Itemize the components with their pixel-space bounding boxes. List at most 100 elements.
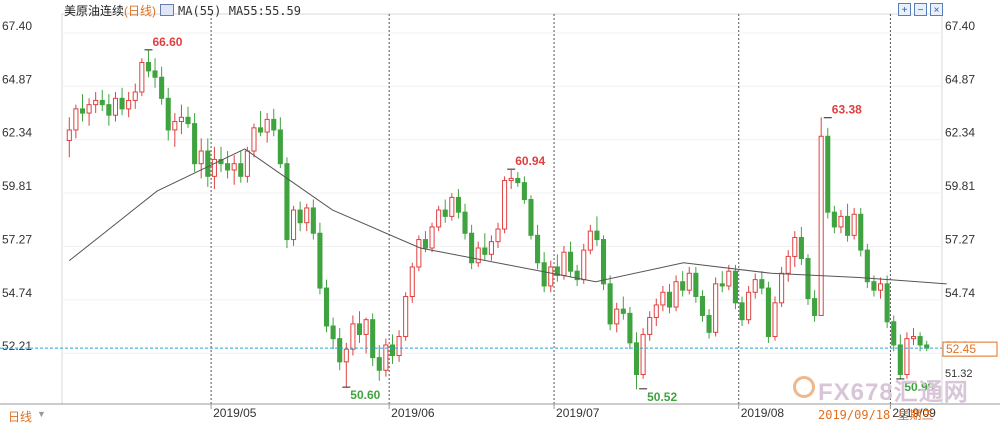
candle-body (904, 338, 910, 375)
candle-body (627, 312, 633, 344)
candle-body (86, 104, 92, 114)
annotation-label: 50.52 (647, 390, 677, 404)
candle-body (561, 251, 567, 276)
candle-body (178, 116, 184, 123)
chart-header: 美原油连续(日线) MA(55) MA55:55.59 (64, 2, 301, 19)
candle-body (502, 180, 508, 230)
candle-body (779, 272, 785, 304)
candle-body (686, 272, 692, 291)
candle-body (600, 239, 607, 285)
current-price-label: 52.45 (946, 342, 976, 356)
zoom-out-icon[interactable]: − (914, 3, 927, 16)
candle-body (264, 118, 270, 133)
candle-body (864, 249, 870, 283)
candle-body (891, 321, 897, 346)
toolbar: + − × (898, 3, 943, 16)
candle-body (422, 239, 428, 249)
annotation-label: 66.60 (152, 35, 182, 49)
candle-body (607, 283, 613, 325)
candle-body (79, 108, 86, 114)
y-axis-left: 67.40 64.87 62.34 59.81 57.27 54.74 52.21 (2, 19, 32, 353)
candle-body (119, 97, 125, 110)
y-tick-label: 67.40 (945, 19, 975, 33)
candle-body (192, 123, 198, 165)
candle-body (205, 150, 211, 177)
candle-body (805, 258, 811, 300)
candle-body (495, 228, 501, 243)
y-tick-label: 64.87 (2, 72, 32, 86)
candle-body (165, 97, 171, 131)
candle-body (548, 266, 554, 287)
candle-body (389, 344, 396, 357)
candle-body (106, 104, 112, 116)
candle-body (475, 247, 481, 264)
candle-body (515, 177, 521, 184)
period-label: (日线) (124, 4, 157, 18)
candle-body (765, 287, 771, 338)
candle-body (673, 281, 679, 308)
candle-body (528, 199, 534, 236)
candle-body (198, 150, 204, 165)
candle-body (508, 177, 514, 182)
candle-body (258, 127, 264, 133)
candle-body (238, 163, 244, 177)
candle-body (851, 213, 857, 236)
candle-body (152, 70, 158, 78)
candle-body (587, 230, 593, 251)
current-price-box-frame (942, 341, 998, 357)
candle-body (680, 281, 686, 291)
ma-value: MA55:55.59 (228, 4, 301, 18)
candle-body (337, 338, 343, 363)
y-tick-label: 59.81 (945, 179, 975, 193)
candle-body (568, 251, 574, 272)
candle-body (581, 249, 587, 281)
annotation-label: 60.94 (515, 154, 545, 168)
candle-body (574, 270, 580, 281)
candle-body (462, 211, 468, 234)
y-tick-label: 62.34 (2, 126, 32, 140)
candle-body (488, 241, 494, 255)
candle-body (284, 163, 290, 241)
ma-label[interactable]: MA(55) (178, 4, 222, 18)
candle-body (363, 319, 369, 335)
watermark-logo-icon (793, 376, 815, 398)
zoom-in-icon[interactable]: + (898, 3, 911, 16)
candle-body (93, 99, 99, 106)
close-icon[interactable]: × (930, 3, 943, 16)
candle-body (159, 76, 165, 99)
candle-body (554, 266, 560, 276)
date-readout: 2019/09/18 星期三 (818, 408, 934, 422)
candle-body (132, 91, 138, 101)
candle-body (455, 196, 461, 213)
candle-body (917, 336, 923, 346)
plot-frame (61, 13, 943, 405)
candle-body (653, 304, 659, 319)
candle-body (403, 295, 409, 338)
x-tick-label: 2019/06 (391, 406, 435, 420)
x-tick-label: 2019/05 (213, 406, 257, 420)
candle-body (409, 266, 415, 297)
period-tab[interactable]: 日线 (8, 410, 33, 424)
candle-body (726, 270, 732, 287)
candle-body (633, 342, 640, 375)
candle-body (317, 232, 323, 289)
candle-body (66, 129, 72, 141)
candle-body (884, 283, 890, 323)
candle-body (706, 314, 712, 333)
ma-indicator-icon[interactable] (160, 4, 175, 16)
y-tick-label: 62.34 (945, 126, 975, 140)
candle-body (732, 270, 738, 304)
candle-body (798, 236, 804, 260)
candle-body (719, 283, 725, 287)
candle-body (845, 215, 851, 236)
chevron-down-icon[interactable]: ▼ (37, 409, 46, 419)
grid-lines (62, 14, 942, 404)
candle-body (99, 99, 105, 106)
candle-body (871, 281, 877, 291)
candle-body (812, 298, 818, 316)
candle-body (112, 97, 119, 116)
candle-body (271, 118, 277, 131)
candle-body (436, 209, 442, 228)
candle-body (356, 323, 363, 335)
candle-body (172, 121, 178, 131)
